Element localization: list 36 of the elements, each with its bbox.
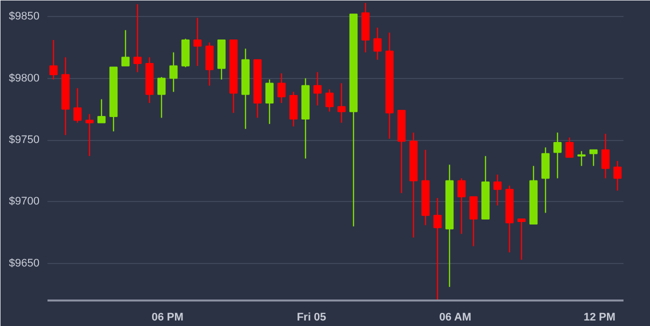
x-tick-label: Fri 05 (296, 312, 326, 324)
y-tick-label: $9850 (8, 10, 40, 23)
y-tick-label: $9650 (8, 257, 40, 270)
candlestick (337, 82, 346, 124)
candlestick (565, 136, 574, 158)
x-tick-label: 12 PM (584, 312, 616, 324)
candlestick (517, 218, 526, 260)
candlestick (493, 174, 502, 206)
candlestick (277, 72, 286, 104)
candlestick (193, 17, 202, 67)
candlestick (457, 178, 466, 234)
y-tick-label: $9700 (8, 196, 40, 208)
candlestick (265, 78, 274, 125)
candlestick (469, 196, 478, 247)
candlestick (433, 197, 442, 300)
candlestick (73, 88, 82, 124)
candlestick (121, 30, 130, 67)
candlestick (49, 39, 58, 80)
x-tick-label: 06 PM (152, 312, 184, 324)
candlestick (373, 27, 382, 60)
candlestick (613, 160, 622, 192)
candlestick (577, 150, 586, 167)
candlestick (205, 42, 214, 86)
candlestick (289, 91, 298, 128)
candlestick (553, 132, 562, 179)
y-tick-label: $9750 (8, 134, 40, 146)
candlestick (313, 72, 322, 106)
y-tick-label: $9800 (8, 72, 40, 84)
candlestick (133, 4, 142, 73)
candlestick (157, 76, 166, 118)
candlestick (169, 52, 178, 92)
candlestick (97, 98, 106, 124)
candlestick (325, 88, 334, 112)
candlestick (589, 149, 598, 167)
candlestick (601, 133, 610, 179)
x-tick-label: 06 AM (439, 312, 472, 324)
